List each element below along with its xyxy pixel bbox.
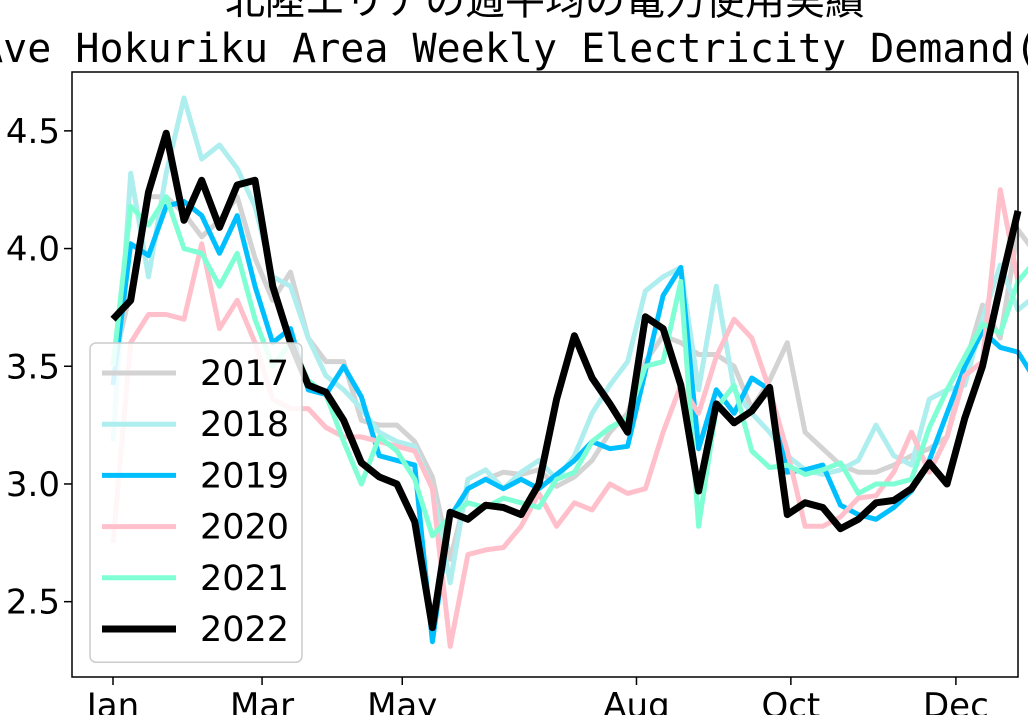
y-tick-label: 4.5: [6, 112, 60, 152]
legend-label-2020: 2020: [200, 508, 289, 548]
legend-label-2017: 2017: [200, 354, 289, 394]
x-tick-label: Aug: [603, 686, 669, 715]
series-line-2019: [110, 199, 1028, 645]
series-line-2022: [110, 129, 1022, 632]
legend-label-2021: 2021: [200, 559, 289, 599]
x-axis: Jan Mar May Aug Oct Dec: [85, 677, 989, 720]
y-tick-label: 4.0: [6, 230, 60, 270]
y-axis: 2.5 3.0 3.5 4.0 4.5: [6, 112, 72, 623]
plot-frame: [71, 71, 1019, 678]
chart-title: 北陸エリアの週平均の電力使用実績: [225, 0, 865, 24]
legend-label-2019: 2019: [200, 456, 289, 496]
x-tick-label: Oct: [761, 686, 820, 715]
chart-subtitle: Ave Hokuriku Area Weekly Electricity Dem…: [0, 26, 1028, 72]
legend-label-2018: 2018: [200, 405, 289, 445]
legend: 2017 2018 2019 2020 2021 2022: [89, 342, 303, 663]
y-tick-label: 3.0: [6, 465, 60, 505]
x-tick-label: Mar: [230, 686, 294, 715]
y-tick-label: 2.5: [6, 583, 60, 623]
x-tick-label: Dec: [923, 686, 989, 715]
legend-label-2022: 2022: [200, 610, 289, 650]
x-tick-label: May: [367, 686, 437, 715]
y-tick-label: 3.5: [6, 347, 60, 387]
x-tick-label: Jan: [85, 686, 139, 715]
